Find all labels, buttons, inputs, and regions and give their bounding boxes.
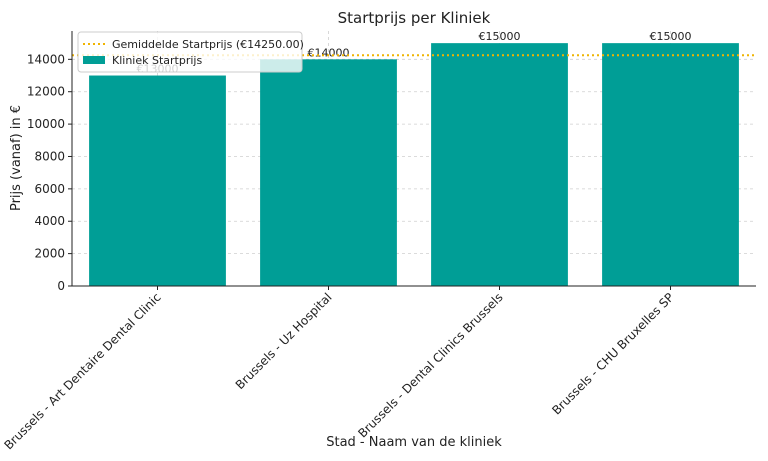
x-tick-label: Brussels - Uz Hospital [233,290,335,392]
bars [89,43,739,287]
y-tick-label: 10000 [27,117,65,131]
y-tick-label: 4000 [34,214,65,228]
legend-bars-label: Kliniek Startprijs [112,54,202,67]
y-tick-label: 12000 [27,85,65,99]
chart-title: Startprijs per Kliniek [338,9,491,27]
bar [260,59,397,287]
bar-value-label: €15000 [650,30,692,43]
bar [89,75,226,287]
bar-value-label: €14000 [308,46,350,59]
bar [431,43,568,287]
y-tick-label: 14000 [27,52,65,66]
y-tick-label: 6000 [34,182,65,196]
legend: Gemiddelde Startprijs (€14250.00) Klinie… [77,31,304,73]
legend-bars-swatch [83,56,105,64]
bar-value-label: €15000 [479,30,521,43]
bar [602,43,739,287]
x-tick-label: Brussels - Dental Clinics Brussels [355,290,505,440]
x-ticks: Brussels - Art Dentaire Dental Clinic Bru… [1,286,677,452]
y-tick-label: 0 [57,279,65,293]
x-axis-title: Stad - Naam van de kliniek [326,435,502,450]
legend-average-label: Gemiddelde Startprijs (€14250.00) [112,38,304,51]
y-axis-title: Prijs (vanaf) in € [9,105,24,211]
x-tick-label: Brussels - CHU Bruxelles SP [549,290,676,417]
axes [71,31,756,287]
y-ticks: 0 2000 4000 6000 8000 10000 12000 14000 [27,52,72,293]
y-tick-label: 2000 [34,247,65,261]
y-tick-label: 8000 [34,149,65,163]
legend-box [77,31,303,73]
x-tick-label: Brussels - Art Dentaire Dental Clinic [1,290,163,452]
